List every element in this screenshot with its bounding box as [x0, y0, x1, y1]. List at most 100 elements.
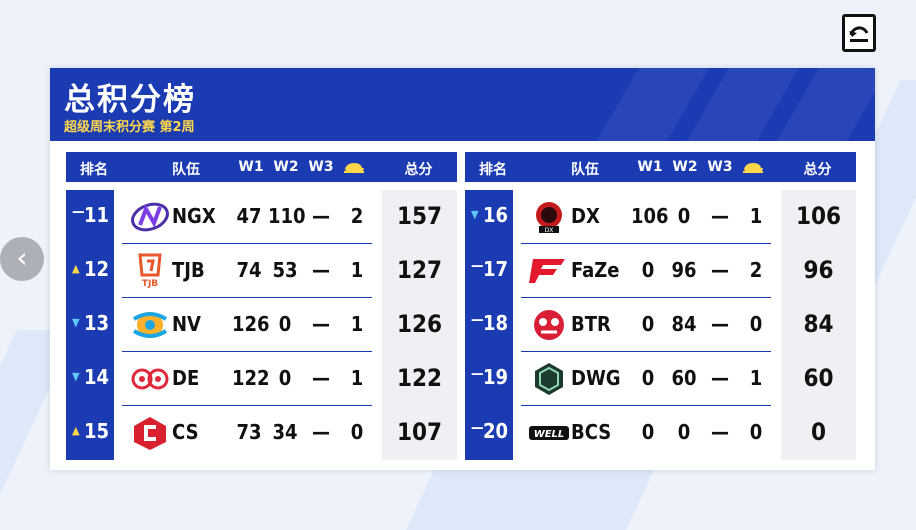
w2-score: 60 [671, 366, 697, 390]
w2-score: 110 [268, 204, 306, 228]
w3-score: — [711, 312, 729, 336]
rank-number: 16 [483, 203, 509, 227]
total-score: 107 [396, 418, 443, 446]
w3-score: — [312, 420, 330, 444]
total-score: 0 [810, 418, 827, 446]
total-score: 60 [803, 364, 834, 392]
column-header-rank: 排名 [80, 162, 108, 178]
w3-score: — [711, 204, 729, 228]
total-score: 96 [803, 256, 834, 284]
tjb-logo: TJB [130, 253, 170, 289]
w2-score: 34 [272, 420, 298, 444]
column-header-w2: W2 [273, 159, 299, 175]
rank-number: 17 [483, 257, 509, 281]
total-cell: 96 [781, 244, 856, 298]
team-name: DWG [571, 366, 621, 390]
svg-text:DX: DX [545, 227, 554, 234]
dx-logo: DX [529, 199, 569, 235]
standings-table-right: 排名 队伍 W1 W2 W3 总分 ▼ 16 DX DX 106 0—1 106—17 FaZe 0 96—2… [465, 152, 856, 460]
rank-cell: —20 [465, 406, 513, 460]
rank-cell: —17 [465, 244, 513, 298]
rank-number: 12 [84, 257, 110, 281]
rank-cell: ▲ 15 [66, 406, 114, 460]
rank-up-icon: ▲ [72, 424, 80, 437]
column-header-total: 总分 [404, 162, 433, 178]
team-cell: WELL BCS 0 0—0 [521, 406, 771, 459]
rank-cell: ▲ 12 [66, 244, 114, 298]
team-cell: FaZe 0 96 — 2 [521, 244, 771, 298]
column-header-total: 总分 [803, 162, 832, 178]
table-header: 排名 队伍 W1 W2 W3 总分 [66, 152, 457, 182]
total-score: 122 [396, 364, 443, 392]
w1-score: 126 [232, 312, 270, 336]
rank-cell: ▼ 16 [465, 190, 513, 244]
w1-score: 106 [631, 204, 669, 228]
w3-score: — [711, 366, 729, 390]
background-shard [406, 470, 654, 530]
team-name: BTR [571, 312, 611, 336]
bcs-logo: WELL [529, 415, 569, 451]
rank-same-icon: — [471, 258, 484, 274]
rank-number: 14 [84, 365, 110, 389]
standings-header: 总积分榜 超级周末积分赛 第2周 [50, 68, 875, 141]
w2-score: 0 [677, 204, 691, 228]
rank-same-icon: — [471, 420, 484, 436]
rank-cell: ▼ 14 [66, 352, 114, 406]
total-cell: 107 [382, 406, 457, 460]
w3-score: — [312, 366, 330, 390]
de-logo [130, 361, 170, 397]
total-cell: 126 [382, 298, 457, 352]
chicken-count: 2 [749, 258, 763, 282]
column-header-team: 队伍 [172, 162, 200, 178]
total-cell: 84 [781, 298, 856, 352]
total-score: 157 [396, 202, 443, 230]
standings-row: ▼ 16 DX DX 106 0 — 1 106 [465, 190, 856, 244]
standings-row: —17 FaZe 0 96—2 96 [465, 244, 856, 298]
standings-row: —11 NGX 47 110—2 157 [66, 190, 457, 244]
w2-score: 53 [272, 258, 298, 282]
w2-score: 96 [671, 258, 697, 282]
exit-icon[interactable] [842, 14, 876, 52]
team-cell: DWG 0 60 — 1 [521, 352, 771, 406]
w3-score: — [312, 204, 330, 228]
btr-logo [529, 307, 569, 343]
w3-score: — [711, 420, 729, 444]
previous-page-button[interactable]: ‹ [0, 237, 44, 281]
total-cell: 60 [781, 352, 856, 406]
rank-down-icon: ▼ [471, 208, 479, 221]
nv-logo [130, 307, 170, 343]
w1-score: 0 [641, 366, 655, 390]
ngx-logo [130, 199, 170, 235]
rank-number: 15 [84, 419, 110, 443]
team-cell: NV 126 0 — 1 [122, 298, 372, 352]
w1-score: 0 [641, 420, 655, 444]
team-cell: CS 73 34 — 0 [122, 406, 372, 459]
w1-score: 47 [236, 204, 262, 228]
w3-score: — [312, 258, 330, 282]
chicken-count: 0 [350, 420, 364, 444]
team-name: NGX [172, 204, 216, 228]
w1-score: 74 [236, 258, 262, 282]
faze-logo [529, 253, 569, 289]
w2-score: 0 [278, 312, 292, 336]
standings-row: ▲ 15 CS 73 34 — 0 107 [66, 406, 457, 460]
chicken-count: 1 [350, 366, 364, 390]
total-score: 126 [396, 310, 443, 338]
rank-number: 19 [483, 365, 509, 389]
team-name: DE [172, 366, 200, 390]
rank-number: 13 [84, 311, 110, 335]
team-name: FaZe [571, 258, 620, 282]
dwg-logo [529, 361, 569, 397]
w3-score: — [711, 258, 729, 282]
team-name: TJB [172, 258, 205, 282]
rank-number: 11 [84, 203, 110, 227]
team-cell: DX DX 106 0 — 1 [521, 190, 771, 244]
w2-score: 0 [677, 420, 691, 444]
team-cell: TJB TJB 74 53 — 1 [122, 244, 372, 298]
rank-number: 20 [483, 419, 509, 443]
table-header: 排名 队伍 W1 W2 W3 总分 [465, 152, 856, 182]
team-cell: BTR 0 84 — 0 [521, 298, 771, 352]
standings-row: —19 DWG 0 60—1 60 [465, 352, 856, 406]
rank-same-icon: — [471, 312, 484, 328]
standings-row: —20 WELL BCS 0 0—0 0 [465, 406, 856, 460]
